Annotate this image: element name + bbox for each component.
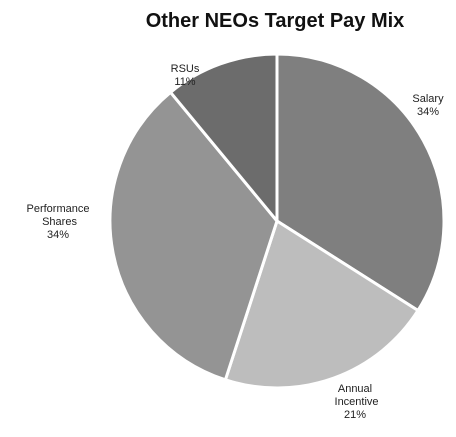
slice-label: Performance Shares bbox=[27, 203, 90, 228]
pie-slice bbox=[169, 52, 279, 223]
slice-value-label: 34% bbox=[417, 106, 439, 118]
slice-value-label: 34% bbox=[47, 229, 69, 241]
slice-label: RSUs bbox=[171, 63, 200, 75]
chart-title: Other NEOs Target Pay Mix bbox=[146, 10, 405, 32]
pie-slice bbox=[223, 219, 420, 390]
slice-value-label: 11% bbox=[174, 76, 195, 88]
pie-slice bbox=[108, 90, 279, 382]
slice-label: Salary bbox=[412, 93, 444, 105]
slice-value-label: 21% bbox=[344, 409, 366, 421]
slice-label: Annual Incentive bbox=[331, 383, 378, 408]
